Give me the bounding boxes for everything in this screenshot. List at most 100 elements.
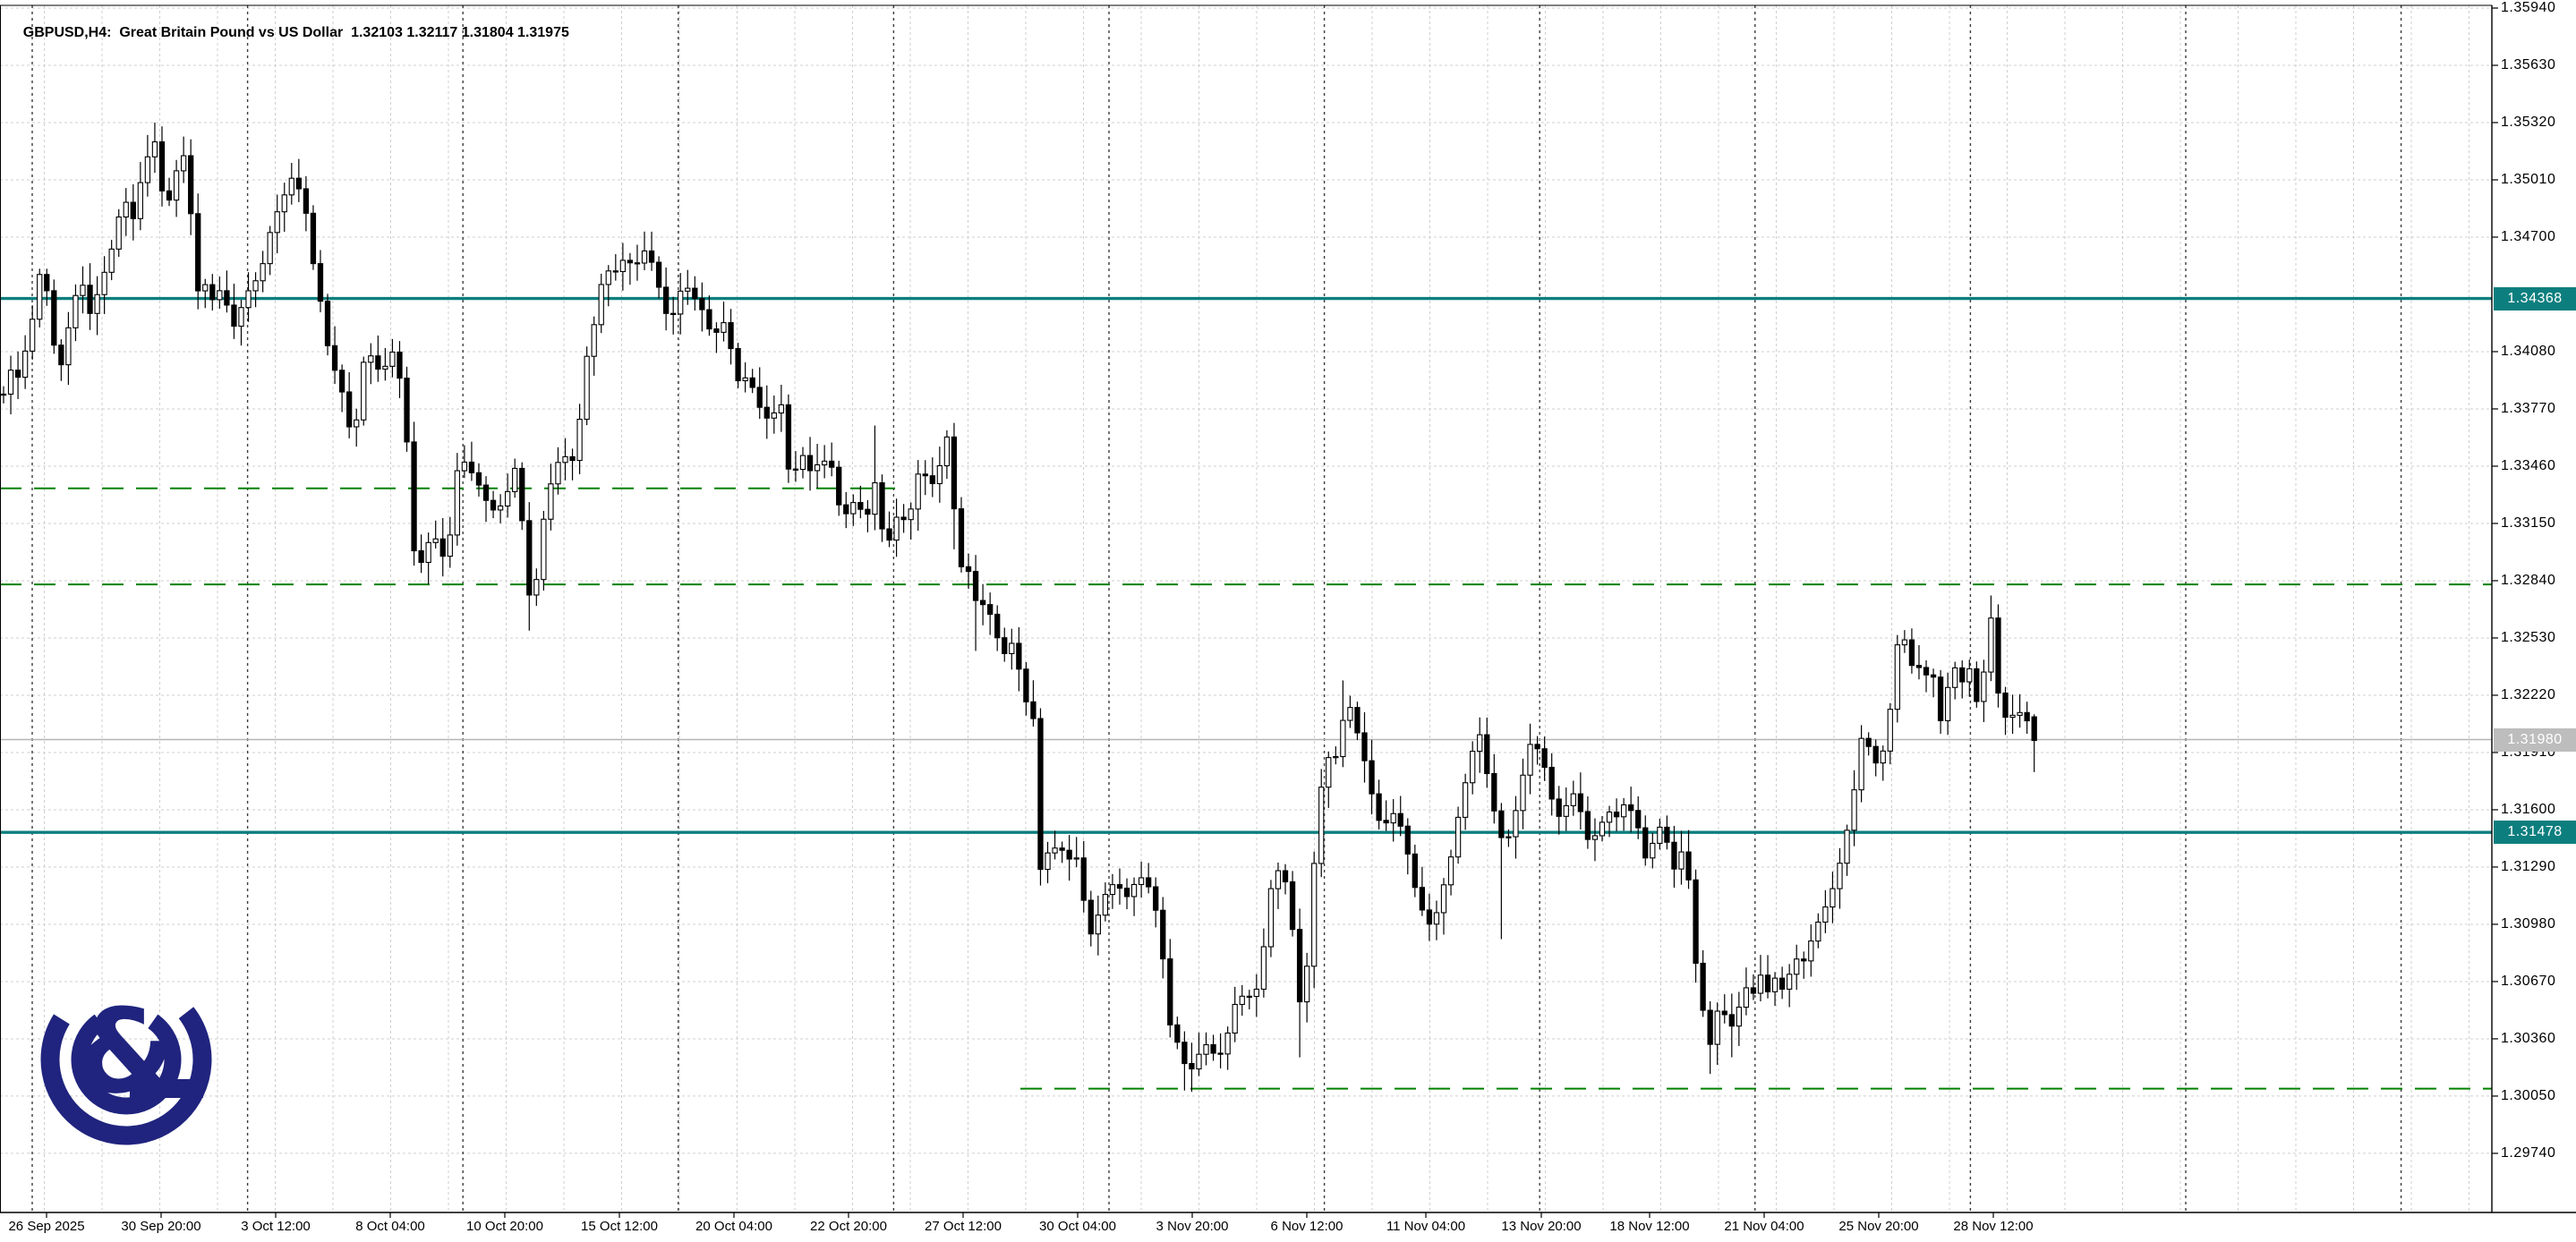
candle-body — [821, 460, 828, 466]
price-axis-label: 1.31600 — [2501, 801, 2556, 817]
candle-body — [180, 155, 187, 172]
candle — [512, 458, 518, 498]
candle-body — [21, 350, 29, 379]
candle — [130, 184, 136, 241]
candle — [1002, 627, 1008, 662]
candle — [1520, 758, 1526, 829]
candle-body — [1354, 707, 1361, 734]
candle-body — [166, 190, 173, 201]
candle — [1275, 862, 1282, 909]
candle-body — [1397, 812, 1403, 827]
candle-body — [648, 250, 655, 263]
candle — [1196, 1032, 1202, 1076]
candle-body — [1988, 617, 1994, 673]
candle-body — [1959, 667, 1966, 683]
candle — [915, 460, 921, 532]
level-price-tag: 1.34368 — [2494, 286, 2576, 310]
candle-body — [1167, 958, 1173, 1025]
candle — [1239, 984, 1245, 1017]
candle — [331, 326, 338, 385]
candle — [634, 244, 641, 281]
time-axis-label: 27 Oct 12:00 — [925, 1219, 1002, 1234]
candle-body — [224, 290, 230, 306]
candle — [166, 177, 173, 207]
candle — [1844, 824, 1850, 876]
candle-body — [1037, 718, 1044, 871]
candle-body — [1707, 1009, 1713, 1045]
candle-body — [1880, 750, 1886, 764]
candle — [1894, 634, 1900, 723]
candle — [1872, 739, 1879, 777]
candle — [1584, 796, 1591, 849]
candle-body — [1239, 995, 1245, 1006]
candle — [354, 408, 360, 447]
price-axis-label: 1.32530 — [2501, 629, 2556, 645]
candle — [1447, 849, 1454, 896]
candle-body — [749, 377, 755, 388]
candle — [1296, 908, 1303, 1058]
plot-border — [0, 4, 2493, 1213]
candle — [678, 273, 684, 335]
candle — [1988, 595, 1994, 682]
candle — [468, 441, 475, 481]
candle — [1109, 873, 1116, 909]
candle — [1642, 815, 1649, 866]
candle-body — [1454, 816, 1462, 858]
time-axis-label: 20 Oct 04:00 — [695, 1219, 772, 1234]
candle-body — [1794, 958, 1800, 975]
candle — [1794, 944, 1800, 991]
candle — [37, 268, 43, 328]
candle — [2009, 694, 2016, 735]
candle — [829, 442, 835, 477]
candle-body — [814, 464, 821, 472]
candle — [756, 367, 763, 420]
candle-body — [1548, 766, 1555, 800]
candle-body — [706, 309, 712, 330]
candle — [1477, 717, 1483, 773]
candle-body — [238, 307, 244, 328]
candle — [1937, 669, 1944, 735]
candle — [1591, 818, 1599, 862]
candle-body — [1664, 826, 1670, 843]
candle-body — [1224, 1032, 1231, 1055]
candle-body — [1563, 804, 1569, 817]
symbol-timeframe-label: GBPUSD,H4: — [22, 25, 112, 40]
candle — [1037, 708, 1044, 886]
candle — [217, 276, 223, 309]
candle-body — [785, 404, 792, 470]
candle — [1908, 628, 1915, 674]
candle — [1506, 829, 1512, 847]
candle — [346, 371, 353, 438]
candle-body — [1750, 987, 1757, 994]
instrument-name-label: Great Britain Pound vs US Dollar — [119, 25, 344, 40]
price-axis-label: 1.32220 — [2501, 686, 2556, 702]
candle-body — [30, 319, 36, 352]
candle — [1974, 661, 1980, 708]
candle — [238, 300, 244, 346]
candle-body — [404, 378, 410, 443]
candle — [584, 346, 590, 426]
candle — [1815, 913, 1821, 949]
candle — [1764, 955, 1771, 999]
candle — [144, 134, 151, 197]
candle — [1419, 866, 1426, 916]
candle-body — [1174, 1024, 1181, 1043]
candle — [1340, 680, 1346, 768]
candle-body — [533, 579, 540, 596]
candle — [123, 188, 129, 236]
candle — [1318, 769, 1325, 878]
candle — [73, 284, 79, 342]
candle-body — [1066, 849, 1072, 860]
candle-body — [1296, 929, 1303, 1003]
title-spacer2 — [343, 25, 351, 40]
candle-body — [1253, 988, 1259, 998]
candle-body — [1908, 639, 1915, 667]
candle — [295, 158, 302, 202]
price-axis-label: 1.34080 — [2501, 343, 2556, 359]
candle — [209, 274, 216, 310]
logo-ampersand: & — [75, 983, 176, 1119]
time-axis-label: 25 Nov 20:00 — [1838, 1219, 1919, 1234]
candle — [1952, 661, 1958, 700]
candle — [439, 518, 446, 577]
